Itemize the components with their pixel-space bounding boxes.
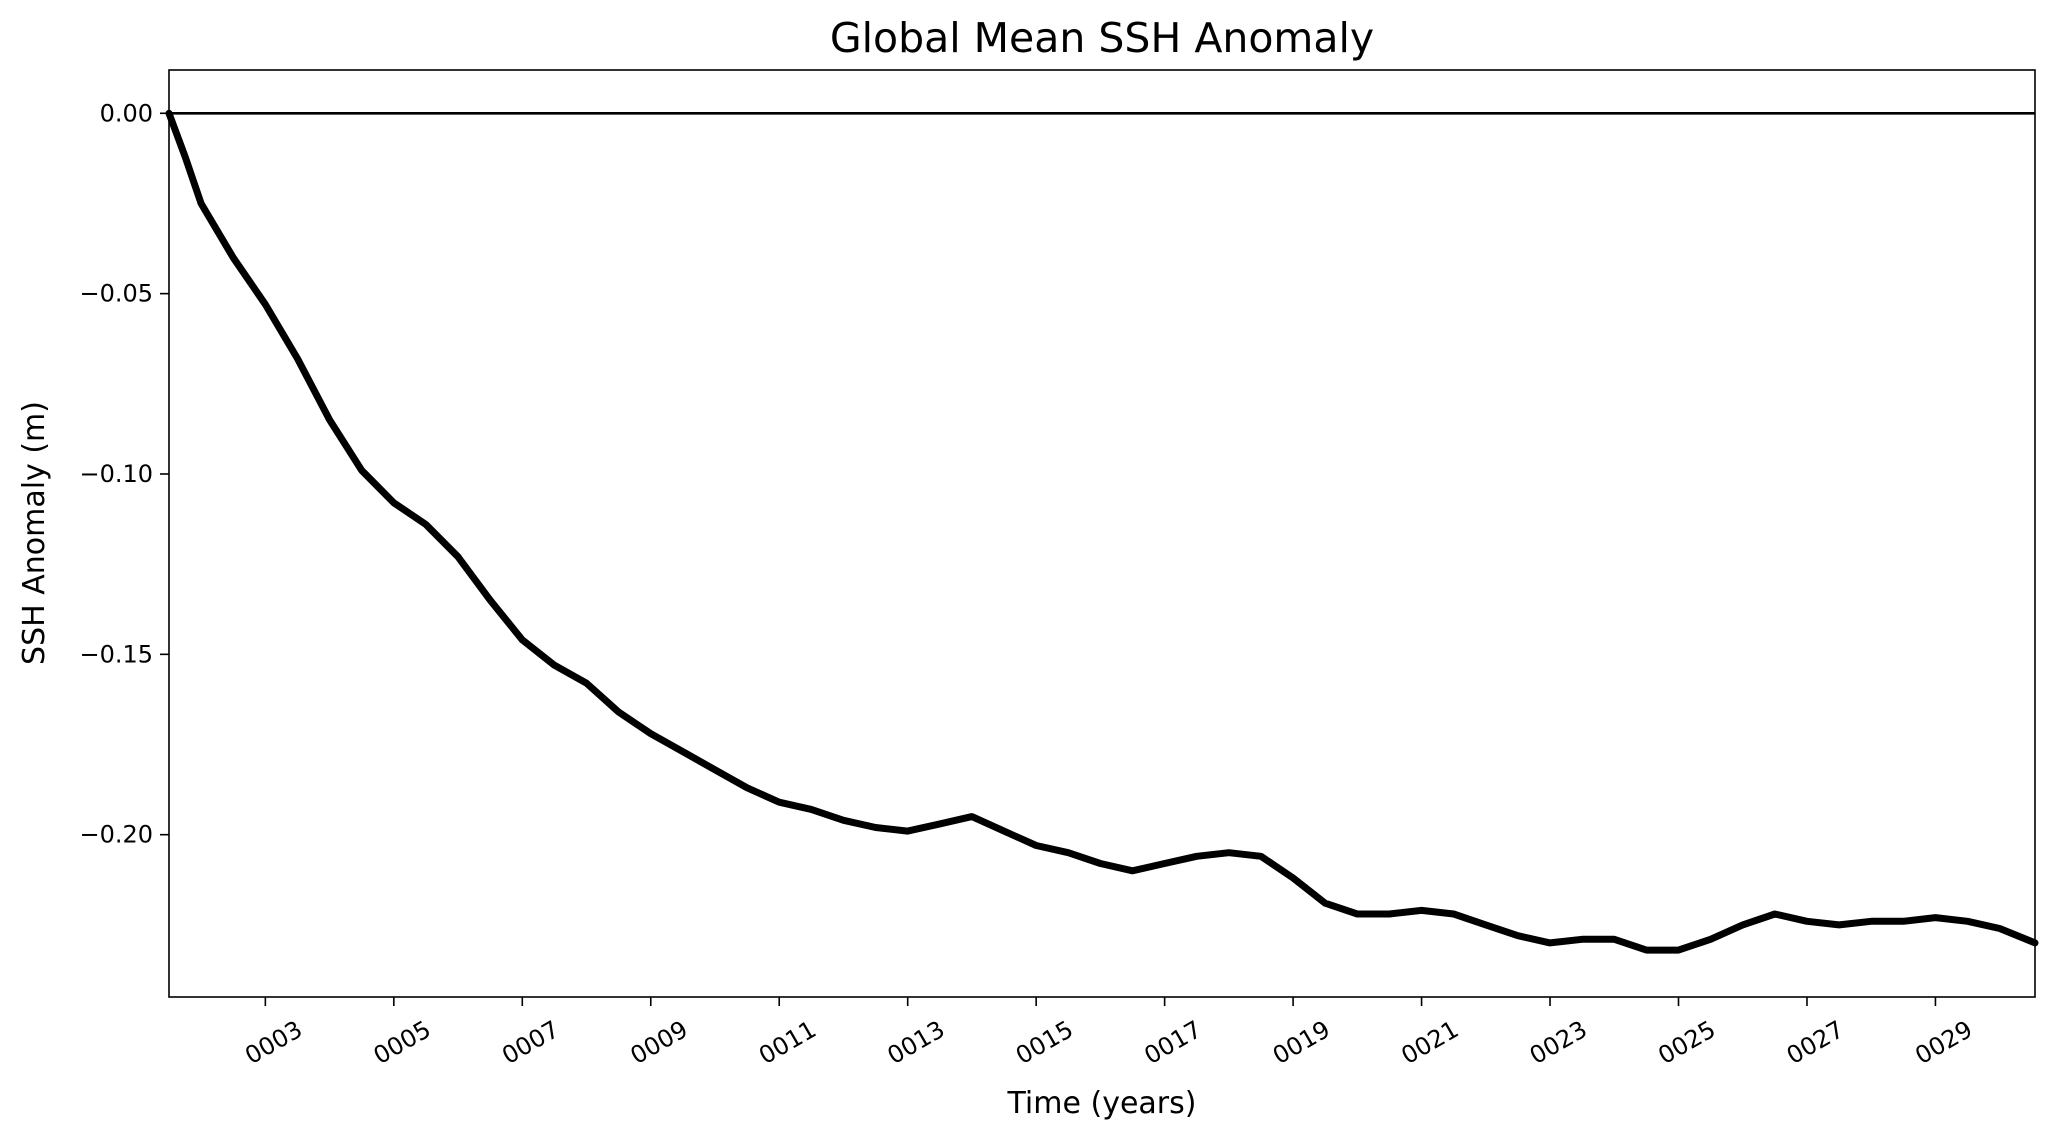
plot-area-background	[169, 70, 2035, 997]
y-tick-label: −0.05	[79, 280, 153, 308]
x-tick-label: 0029	[1910, 1015, 1977, 1070]
x-tick-label: 0009	[626, 1015, 693, 1070]
plot-frame	[168, 69, 2036, 998]
x-tick-label: 0019	[1268, 1015, 1335, 1070]
ssh-anomaly-line	[165, 109, 2039, 954]
y-tick-label: −0.20	[79, 821, 153, 849]
x-tick-label: 0023	[1525, 1015, 1592, 1070]
x-tick-label: 0025	[1653, 1015, 1720, 1070]
chart-title: Global Mean SSH Anomaly	[830, 14, 1374, 62]
x-tick-label: 0017	[1140, 1015, 1207, 1070]
x-tick-label: 0003	[240, 1015, 307, 1070]
y-tick-label: 0.00	[100, 99, 153, 127]
x-tick-label: 0005	[369, 1015, 436, 1070]
x-tick-label: 0021	[1396, 1015, 1463, 1070]
x-tick-label: 0015	[1011, 1015, 1078, 1070]
x-tick-label: 0013	[883, 1015, 950, 1070]
x-tick-label: 0011	[754, 1015, 821, 1070]
x-axis-label: Time (years)	[1007, 1086, 1197, 1121]
y-tick-label: −0.15	[79, 640, 153, 668]
x-tick-label: 0007	[497, 1015, 564, 1070]
x-tick-label: 0027	[1782, 1015, 1849, 1070]
y-axis-label: SSH Anomaly (m)	[17, 401, 52, 665]
y-tick-label: −0.10	[79, 460, 153, 488]
